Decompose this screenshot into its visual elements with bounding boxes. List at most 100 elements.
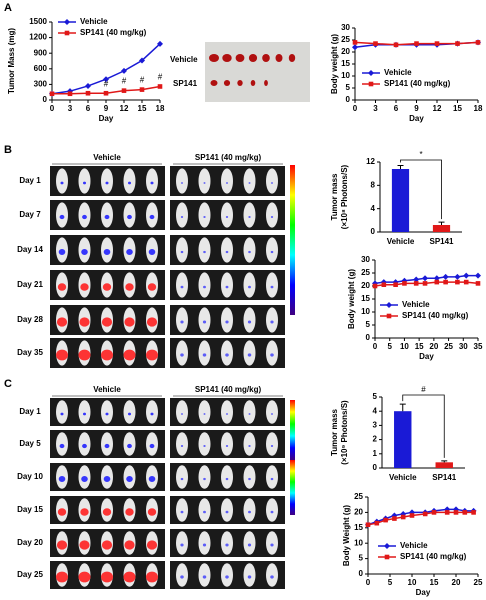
mouse	[266, 168, 278, 194]
day-label: Day 21	[17, 280, 43, 289]
signal	[225, 477, 229, 481]
mouse	[243, 563, 256, 587]
signal	[102, 508, 112, 516]
signal	[270, 250, 274, 254]
x-tick-label: 15	[415, 342, 424, 351]
x-tick-label: 25	[444, 342, 453, 351]
tumor	[288, 54, 296, 62]
tumor	[264, 80, 268, 86]
point	[393, 282, 398, 287]
signal	[101, 349, 113, 361]
signal	[128, 412, 131, 416]
mouse	[266, 465, 278, 489]
legend-marker	[384, 543, 390, 549]
y-tick-label: 10	[354, 538, 363, 547]
point	[409, 513, 415, 518]
x-tick-label: 18	[156, 104, 165, 113]
panel-label: C	[4, 378, 12, 390]
signal	[203, 215, 206, 219]
mouse	[176, 307, 188, 333]
signal	[127, 214, 132, 220]
legend-marker	[386, 313, 392, 319]
mouse	[198, 237, 211, 263]
mouse	[221, 400, 233, 424]
x-tick-label: 9	[414, 104, 419, 113]
mouse	[176, 400, 188, 424]
signal	[56, 571, 68, 583]
point	[453, 510, 459, 515]
point	[463, 272, 470, 279]
tumor	[223, 80, 231, 86]
signal	[146, 571, 158, 583]
x-tick-label: 0	[366, 578, 371, 587]
tumor	[262, 54, 270, 62]
significance: #	[158, 73, 163, 82]
mouse	[266, 237, 278, 263]
signal	[225, 444, 229, 448]
point	[455, 41, 460, 46]
signal	[79, 540, 90, 550]
signal	[203, 285, 206, 289]
signal	[147, 283, 157, 291]
signal	[225, 575, 229, 579]
signal	[270, 285, 274, 289]
mouse	[266, 307, 278, 333]
point	[431, 510, 437, 515]
signal	[56, 317, 68, 327]
y-tick-label: 5	[366, 320, 371, 329]
signal	[180, 320, 184, 324]
y-tick-label: 0	[366, 333, 371, 342]
day-label: Day 7	[19, 210, 41, 219]
x-axis-label: Day	[419, 352, 434, 361]
y-tick-label: 20	[341, 47, 350, 56]
day-label: Day 20	[17, 538, 43, 547]
point	[381, 282, 387, 287]
signal	[82, 443, 87, 449]
x-tick-label: 9	[104, 104, 109, 113]
mouse	[243, 237, 256, 263]
mouse	[198, 531, 211, 555]
point	[462, 510, 468, 515]
y-tick-label: 1200	[29, 33, 47, 42]
x-tick-label: 15	[430, 578, 439, 587]
photo-label: SP141	[173, 79, 198, 88]
signal	[127, 443, 132, 449]
y-axis-label: Tumor mass	[330, 408, 339, 456]
tumor	[235, 54, 245, 62]
bar	[391, 169, 410, 232]
signal	[225, 510, 229, 514]
mouse	[123, 400, 136, 424]
signal	[146, 540, 158, 550]
signal	[180, 543, 184, 547]
mouse	[101, 400, 113, 424]
y-tick-label: 600	[34, 64, 48, 73]
x-tick-label: 10	[400, 342, 409, 351]
significance-bracket	[402, 394, 445, 458]
mouse	[266, 340, 278, 366]
point	[352, 44, 358, 51]
x-tick-label: 15	[453, 104, 462, 113]
signal	[181, 413, 183, 415]
mouse	[266, 563, 278, 587]
point	[475, 281, 481, 286]
mouse	[198, 465, 211, 489]
signal	[270, 575, 274, 579]
mouse	[78, 400, 91, 424]
mouse	[198, 202, 211, 228]
signal	[59, 214, 65, 220]
signal	[202, 575, 207, 579]
photo-label: Vehicle	[170, 55, 198, 64]
y-tick-label: 25	[361, 268, 370, 277]
x-tick-label: 18	[474, 104, 483, 113]
mouse	[243, 432, 256, 456]
signal	[248, 444, 251, 448]
point	[373, 41, 378, 46]
point	[444, 510, 450, 515]
x-tick-label: 0	[373, 342, 378, 351]
y-tick-label: 10	[341, 71, 350, 80]
legend-marker	[386, 302, 392, 308]
x-tick-label: 12	[433, 104, 442, 113]
mouse	[176, 563, 188, 587]
x-tick-label: 15	[138, 104, 147, 113]
significance: #	[122, 77, 127, 86]
